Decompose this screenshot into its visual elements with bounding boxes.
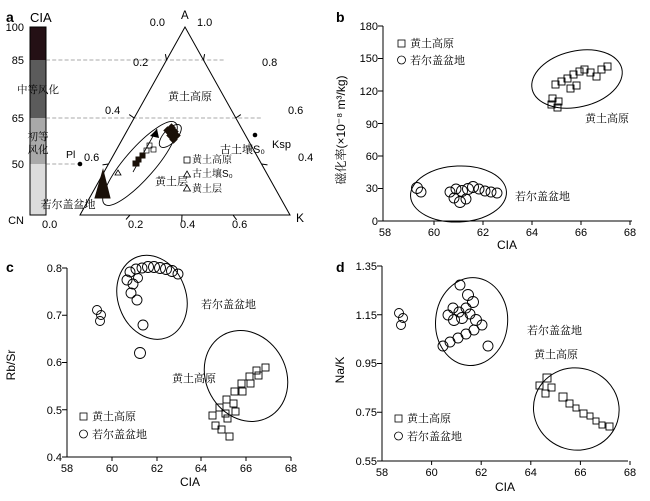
svg-text:1.35: 1.35 — [356, 261, 377, 273]
svg-text:180: 180 — [360, 21, 378, 33]
svg-text:60: 60 — [106, 463, 118, 475]
svg-text:0.0: 0.0 — [150, 17, 165, 29]
svg-text:58: 58 — [376, 467, 388, 479]
svg-text:66: 66 — [574, 467, 586, 479]
svg-text:1.0: 1.0 — [197, 17, 212, 29]
svg-text:若尔盖盆地: 若尔盖盆地 — [41, 197, 96, 211]
svg-text:黄土高原: 黄土高原 — [407, 411, 451, 425]
svg-text:60: 60 — [366, 151, 378, 163]
svg-text:0.0: 0.0 — [42, 219, 57, 231]
svg-text:黄土高原: 黄土高原 — [172, 371, 216, 385]
svg-text:若尔盖盆地: 若尔盖盆地 — [515, 189, 570, 203]
svg-text:CIA: CIA — [30, 10, 52, 25]
svg-text:古土壤S₀: 古土壤S₀ — [220, 142, 265, 156]
svg-text:若尔盖盆地: 若尔盖盆地 — [92, 427, 147, 441]
svg-text:0.6: 0.6 — [47, 357, 62, 369]
svg-text:64: 64 — [526, 227, 538, 239]
svg-text:1.15: 1.15 — [356, 310, 377, 322]
svg-text:CIA: CIA — [495, 480, 515, 494]
svg-text:Rb/Sr: Rb/Sr — [4, 350, 18, 381]
svg-text:0.5: 0.5 — [47, 405, 62, 417]
svg-text:0: 0 — [372, 216, 378, 228]
svg-text:若尔盖盆地: 若尔盖盆地 — [407, 429, 462, 443]
svg-text:62: 62 — [475, 467, 487, 479]
svg-text:150: 150 — [360, 53, 378, 65]
svg-text:0.6: 0.6 — [84, 152, 99, 164]
svg-text:68: 68 — [285, 463, 297, 475]
svg-text:黄土高原: 黄土高原 — [92, 409, 136, 423]
svg-text:85: 85 — [12, 55, 24, 67]
svg-text:30: 30 — [366, 183, 378, 195]
svg-text:初等: 初等 — [28, 130, 49, 143]
svg-text:b: b — [336, 9, 345, 25]
svg-text:0.8: 0.8 — [262, 57, 277, 69]
svg-text:0.75: 0.75 — [356, 407, 377, 419]
svg-text:0.4: 0.4 — [105, 105, 120, 117]
svg-text:60: 60 — [425, 467, 437, 479]
svg-text:Pl: Pl — [66, 149, 75, 161]
svg-text:黄土高原: 黄土高原 — [192, 153, 232, 166]
svg-text:磁化率(×10⁻⁸ m³/kg): 磁化率(×10⁻⁸ m³/kg) — [333, 75, 348, 184]
svg-text:0.7: 0.7 — [47, 310, 62, 322]
svg-text:0.6: 0.6 — [232, 219, 247, 231]
svg-text:0.2: 0.2 — [133, 57, 148, 69]
svg-text:若尔盖盆地: 若尔盖盆地 — [527, 323, 582, 337]
svg-text:若尔盖盆地: 若尔盖盆地 — [410, 53, 465, 67]
svg-text:100: 100 — [6, 22, 24, 34]
svg-text:风化: 风化 — [28, 143, 49, 156]
svg-text:0.4: 0.4 — [180, 219, 195, 231]
svg-text:若尔盖盆地: 若尔盖盆地 — [201, 297, 256, 311]
svg-text:68: 68 — [624, 227, 636, 239]
svg-text:Na/K: Na/K — [333, 357, 347, 384]
svg-text:90: 90 — [366, 119, 378, 131]
svg-text:66: 66 — [240, 463, 252, 475]
svg-text:0.2: 0.2 — [128, 219, 143, 231]
svg-text:0.6: 0.6 — [288, 105, 303, 117]
svg-text:中等风化: 中等风化 — [17, 83, 59, 96]
svg-text:黄土高原: 黄土高原 — [585, 111, 629, 125]
svg-text:0.8: 0.8 — [47, 263, 62, 275]
svg-text:黄土层: 黄土层 — [192, 182, 222, 195]
svg-text:64: 64 — [195, 463, 207, 475]
svg-text:65: 65 — [12, 113, 24, 125]
svg-text:Ksp: Ksp — [272, 139, 291, 151]
svg-text:0.95: 0.95 — [356, 358, 377, 370]
svg-text:d: d — [336, 259, 345, 275]
svg-text:黄土层: 黄土层 — [155, 174, 188, 188]
svg-text:黄土高原: 黄土高原 — [168, 89, 212, 103]
svg-text:62: 62 — [151, 463, 163, 475]
svg-text:CIA: CIA — [180, 475, 200, 489]
svg-text:A: A — [181, 10, 189, 22]
svg-text:c: c — [6, 259, 14, 275]
svg-text:64: 64 — [525, 467, 537, 479]
svg-text:CIA: CIA — [497, 238, 517, 250]
svg-text:68: 68 — [624, 467, 636, 479]
svg-text:60: 60 — [428, 227, 440, 239]
svg-text:120: 120 — [360, 86, 378, 98]
svg-text:0.55: 0.55 — [356, 456, 377, 468]
svg-text:62: 62 — [477, 227, 489, 239]
svg-text:黄土高原: 黄土高原 — [410, 36, 454, 50]
svg-text:50: 50 — [12, 159, 24, 171]
svg-text:CN: CN — [8, 215, 24, 227]
svg-text:黄土高原: 黄土高原 — [534, 347, 578, 361]
svg-text:0.4: 0.4 — [47, 452, 62, 464]
svg-text:58: 58 — [61, 463, 73, 475]
svg-text:66: 66 — [575, 227, 587, 239]
svg-text:58: 58 — [379, 227, 391, 239]
svg-text:0.4: 0.4 — [298, 152, 313, 164]
svg-text:古土壤S₀: 古土壤S₀ — [192, 167, 233, 180]
svg-text:K: K — [296, 211, 304, 225]
